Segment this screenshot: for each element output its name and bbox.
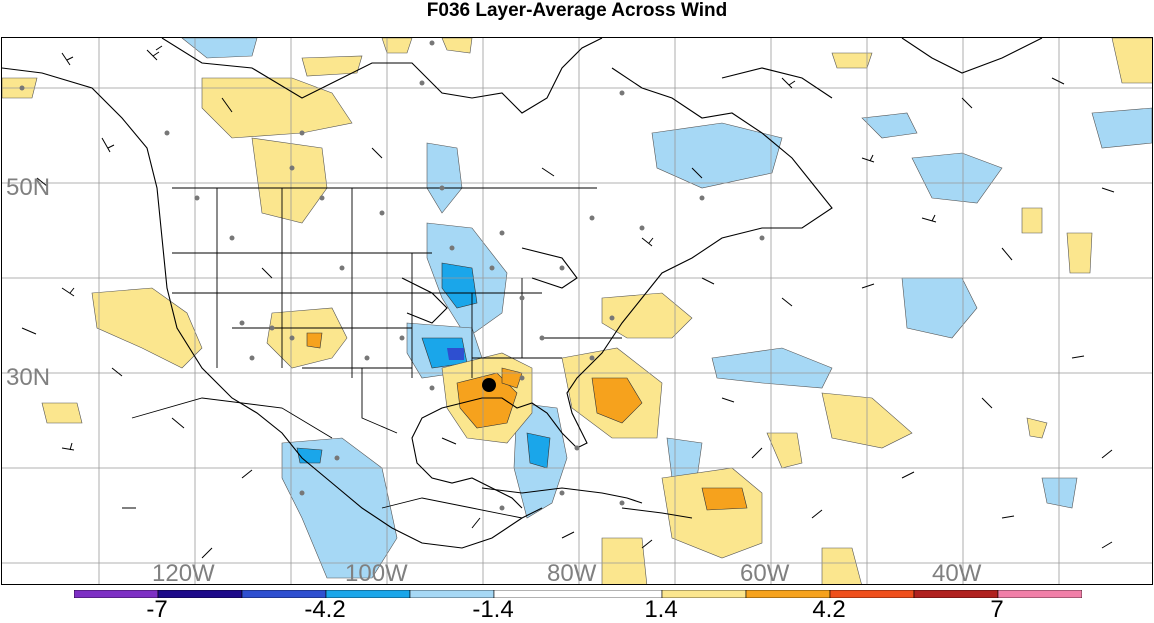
colorbar-swatch xyxy=(997,590,1082,598)
lon-label-80w: 80W xyxy=(547,560,597,585)
colorbar-swatch xyxy=(493,590,663,598)
colorbar-label: -4.2 xyxy=(304,596,346,623)
strong-negative-anomaly-shading xyxy=(296,262,551,469)
lat-label-50n: 50N xyxy=(6,174,50,201)
map-panel: 50N 30N 120W 100W 80W 60W 40W xyxy=(1,37,1153,585)
colorbar-label: 1.4 xyxy=(644,596,678,623)
lon-label-120w: 120W xyxy=(152,560,215,585)
map-canvas: 50N 30N 120W 100W 80W 60W 40W xyxy=(2,38,1152,585)
colorbar-swatches xyxy=(74,590,1082,598)
positive-anomaly-shading xyxy=(2,38,1152,584)
station-dots xyxy=(19,40,765,511)
strong-positive-anomaly-shading xyxy=(306,332,748,511)
peak-negative-anomaly-shading xyxy=(447,348,464,360)
colorbar xyxy=(74,590,1082,598)
wind-barbs xyxy=(21,45,1115,559)
map-title: F036 Layer-Average Across Wind xyxy=(426,0,728,21)
lon-label-40w: 40W xyxy=(932,560,982,585)
colorbar-label: 4.2 xyxy=(812,596,846,623)
coastlines xyxy=(2,38,1043,549)
colorbar-label: -7 xyxy=(146,596,168,623)
colorbar-swatch xyxy=(157,590,243,598)
colorbar-swatch xyxy=(913,590,999,598)
colorbar-label: -1.4 xyxy=(472,596,514,623)
storm-center-marker xyxy=(482,378,496,392)
longitude-gridlines xyxy=(98,38,1060,584)
latitude-gridlines xyxy=(2,87,1152,564)
lat-label-30n: 30N xyxy=(6,364,50,391)
lon-label-100w: 100W xyxy=(345,560,408,585)
state-boundaries xyxy=(131,187,622,519)
colorbar-label: 7 xyxy=(990,596,1004,623)
lon-label-60w: 60W xyxy=(740,560,790,585)
